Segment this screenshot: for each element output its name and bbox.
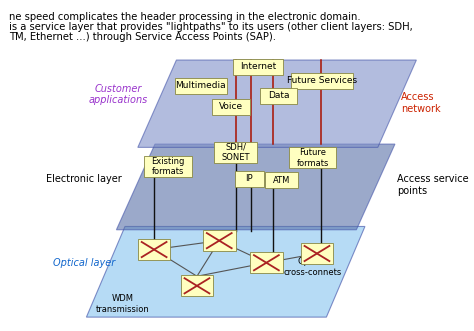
FancyBboxPatch shape [235,171,264,187]
FancyBboxPatch shape [203,230,236,251]
FancyBboxPatch shape [250,252,283,273]
FancyBboxPatch shape [181,275,213,296]
FancyBboxPatch shape [291,73,354,89]
Text: Existing
formats: Existing formats [151,157,184,176]
Text: TM, Ethernet ...) through Service Access Points (SAP).: TM, Ethernet ...) through Service Access… [9,32,276,42]
FancyBboxPatch shape [138,239,170,260]
Polygon shape [86,226,365,317]
Text: Optical layer: Optical layer [53,258,115,268]
Text: Data: Data [268,91,289,100]
Text: Access service
points: Access service points [397,174,469,196]
FancyBboxPatch shape [233,59,283,74]
FancyBboxPatch shape [301,243,333,264]
Text: Voice: Voice [219,102,243,111]
FancyBboxPatch shape [214,142,257,163]
Text: Internet: Internet [240,62,276,71]
Text: Future Services: Future Services [287,76,357,85]
FancyBboxPatch shape [175,78,227,94]
FancyBboxPatch shape [144,156,191,177]
Text: IP: IP [246,174,253,183]
Text: Electronic layer: Electronic layer [46,174,122,184]
Text: is a service layer that provides "lightpaths" to its users (other client layers:: is a service layer that provides "lightp… [9,22,413,32]
Text: ATM: ATM [273,176,290,185]
Text: Multimedia: Multimedia [175,81,226,90]
Polygon shape [117,144,395,230]
Text: Future
formats: Future formats [296,148,329,167]
Text: ne speed complicates the header processing in the electronic domain.: ne speed complicates the header processi… [9,12,361,22]
Text: Access
network: Access network [401,92,441,114]
Text: WDM
transmission: WDM transmission [96,294,150,314]
FancyBboxPatch shape [260,88,297,104]
Text: Customer
applications: Customer applications [89,84,148,106]
Text: Optical
cross-connets: Optical cross-connets [283,257,342,277]
FancyBboxPatch shape [289,147,337,168]
FancyBboxPatch shape [264,172,298,188]
Polygon shape [138,60,416,147]
Text: SDH/
SONET: SDH/ SONET [221,143,250,162]
FancyBboxPatch shape [212,99,250,115]
